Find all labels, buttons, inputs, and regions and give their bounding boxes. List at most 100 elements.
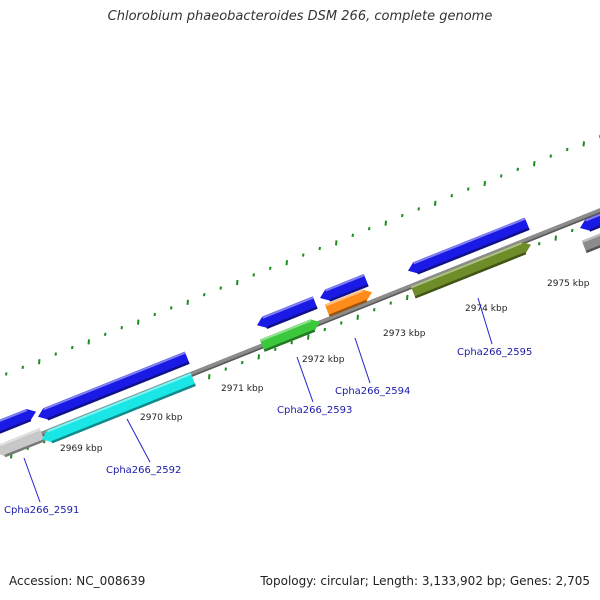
gene-labels: 2969 kbp 2970 kbp 2971 kbp 2972 kbp 2973 kbp… xyxy=(4,279,590,516)
scale-tick-outer xyxy=(401,213,404,218)
gene-cpha266-2592-shadow xyxy=(51,383,196,444)
scale-tick-outer xyxy=(137,319,140,325)
scale-tick-inner xyxy=(406,294,409,301)
scale-tick-outer xyxy=(417,207,420,211)
kbp-label: 2970 kbp xyxy=(140,413,183,423)
scale-tick-outer xyxy=(71,345,74,350)
generic-gene-5[interactable] xyxy=(408,217,530,275)
scale-tick-outer xyxy=(203,293,206,297)
gene-cpha266-2591[interactable] xyxy=(0,428,45,458)
gene-unlabeled-gray[interactable] xyxy=(581,231,600,254)
gene-cpha266-2595-shadow xyxy=(414,251,527,299)
gene-label-cpha266-2592[interactable]: Cpha266_2592 xyxy=(106,465,181,476)
gene-cpha266-2593[interactable] xyxy=(259,319,320,352)
gene-cpha266-2591-highlight xyxy=(0,428,41,447)
scale-tick-inner xyxy=(538,242,541,246)
generic-gene-5-highlight xyxy=(413,217,526,265)
generic-gene-3[interactable] xyxy=(257,296,318,329)
scale-tick-outer xyxy=(368,227,371,231)
scale-tick-outer xyxy=(38,359,41,365)
scale-tick-outer xyxy=(21,365,24,369)
scale-tick-inner xyxy=(323,327,326,332)
scale-tick-inner xyxy=(356,314,359,320)
gene-cpha266-2594-body xyxy=(324,289,372,316)
gene-cpha266-2595[interactable] xyxy=(410,242,531,299)
scale-tick-outer xyxy=(533,161,536,167)
scale-tick-outer xyxy=(153,312,156,317)
scale-tick-outer xyxy=(450,194,453,198)
gene-unlabeled-gray-highlight xyxy=(581,233,600,243)
scale-tick-outer xyxy=(434,200,437,206)
generic-gene-2-highlight xyxy=(43,351,186,411)
gene-cpha266-2593-shadow xyxy=(263,329,316,352)
gene-cpha266-2595-highlight xyxy=(410,242,523,289)
gene-label-leader xyxy=(296,356,314,403)
scale-tick-inner xyxy=(389,301,392,305)
generic-gene-4-highlight xyxy=(325,274,365,292)
kbp-label: 2972 kbp xyxy=(302,355,345,365)
scale-tick-outer xyxy=(87,339,90,345)
scale-tick-outer xyxy=(302,253,305,257)
accession-text: Accession: NC_008639 xyxy=(9,574,146,588)
gene-cpha266-2594-highlight xyxy=(324,289,364,307)
gene-cpha266-2591-shadow xyxy=(4,439,45,458)
gene-label-leader xyxy=(23,457,41,503)
generic-gene-3-highlight xyxy=(262,296,314,319)
gene-cpha266-2594-shadow xyxy=(328,299,368,317)
gene-label-cpha266-2591[interactable]: Cpha266_2591 xyxy=(4,505,79,516)
gene-unlabeled-gray-shadow xyxy=(585,245,600,254)
scale-tick-inner xyxy=(290,341,293,345)
kbp-label: 2969 kbp xyxy=(60,444,103,454)
scale-tick-outer xyxy=(318,246,321,251)
scale-tick-inner xyxy=(340,321,343,325)
scale-tick-inner xyxy=(241,360,244,365)
generic-gene-5-body xyxy=(408,217,530,274)
generic-gene-2-body xyxy=(38,351,190,420)
generic-gene-6[interactable] xyxy=(580,208,600,232)
scale-tick-inner xyxy=(274,347,277,351)
scale-tick-outer xyxy=(285,260,288,266)
gene-label-cpha266-2595[interactable]: Cpha266_2595 xyxy=(457,347,532,358)
scale-tick-inner xyxy=(373,308,376,312)
gene-label-cpha266-2593[interactable]: Cpha266_2593 xyxy=(277,405,352,416)
generic-gene-2[interactable] xyxy=(38,351,190,421)
generic-gene-2-shadow xyxy=(47,361,190,421)
scale-tick-outer xyxy=(236,279,239,286)
scale-tick-outer xyxy=(467,187,470,191)
gene-label-leader xyxy=(477,297,493,345)
scale-tick-inner xyxy=(571,228,574,233)
generic-gene-4-shadow xyxy=(329,284,369,302)
generic-gene-4[interactable] xyxy=(320,274,369,302)
generic-gene-6-shadow xyxy=(589,225,600,232)
scale-tick-outer xyxy=(104,332,107,336)
scale-tick-outer xyxy=(269,266,272,270)
genome-summary-text: Topology: circular; Length: 3,133,902 bp… xyxy=(260,574,590,588)
kbp-label: 2975 kbp xyxy=(547,279,590,289)
generic-gene-1[interactable] xyxy=(0,409,36,434)
gene-label-cpha266-2594[interactable]: Cpha266_2594 xyxy=(335,386,410,397)
scale-tick-outer xyxy=(500,174,503,178)
generic-gene-6-highlight xyxy=(585,213,600,222)
genome-title: Chlorobium phaeobacteroides DSM 266, com… xyxy=(107,9,493,24)
gene-cpha266-2593-highlight xyxy=(259,319,312,342)
scale-tick-outer xyxy=(252,273,255,277)
gene-cpha266-2591-body xyxy=(0,428,45,457)
kbp-label: 2973 kbp xyxy=(383,329,426,339)
gene-cpha266-2594[interactable] xyxy=(324,289,372,317)
generic-gene-1-highlight xyxy=(0,409,28,422)
scale-tick-inner xyxy=(224,367,227,371)
generic-gene-4-body xyxy=(320,274,369,301)
scale-tick-outer xyxy=(219,286,222,290)
gene-label-leader xyxy=(126,418,151,463)
scale-tick-outer xyxy=(335,240,338,246)
scale-tick-outer xyxy=(384,220,387,226)
gene-cpha266-2592[interactable] xyxy=(42,372,196,444)
scale-tick-outer xyxy=(516,167,519,171)
generic-gene-3-shadow xyxy=(266,306,318,329)
gene-cpha266-2592-highlight xyxy=(47,373,192,433)
scale-tick-outer xyxy=(5,372,8,376)
generic-gene-5-shadow xyxy=(417,227,530,275)
scale-tick-outer xyxy=(483,180,486,187)
kbp-label: 2974 kbp xyxy=(465,304,508,314)
